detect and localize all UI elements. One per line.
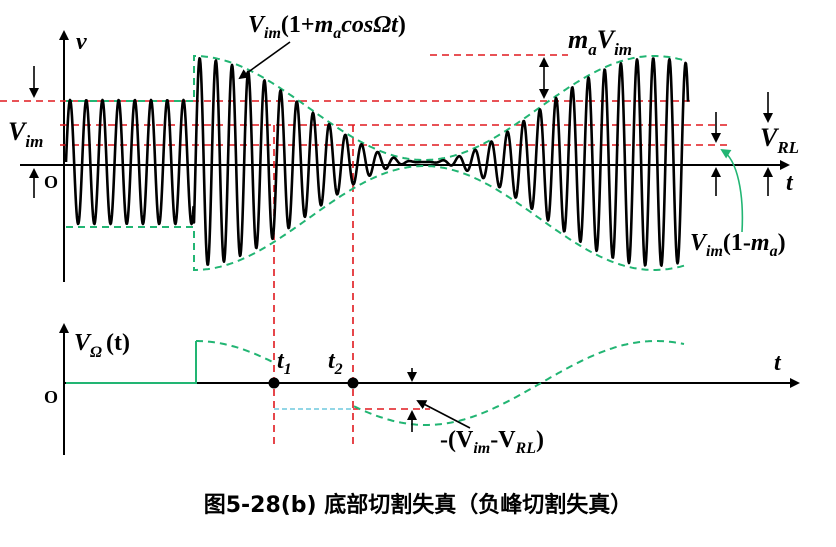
vrl-label: VRL — [760, 123, 799, 157]
ma-vim-label: maVim — [568, 25, 632, 59]
am-signal-waveform — [64, 57, 690, 267]
envelope-upper-label: Vim(1+macosΩt) — [248, 12, 406, 42]
bottom-axes — [59, 323, 800, 455]
t-axis-label: t — [786, 170, 794, 196]
demodulated-wave — [196, 340, 685, 426]
envelope-lower-label: Vim(1-ma) — [690, 230, 786, 260]
neg-difference-label: -(Vim-VRL) — [440, 427, 544, 457]
annotation-arrows — [29, 41, 773, 432]
v-axis-label: v — [76, 29, 87, 55]
demodulated-flat-dc — [66, 341, 197, 384]
t2-point — [347, 377, 359, 389]
vim-left-label: Vim — [8, 117, 43, 151]
bottom-origin-label: O — [44, 387, 58, 407]
origin-label: O — [44, 172, 58, 192]
envelope-lower — [66, 165, 685, 271]
t1-point — [268, 377, 280, 389]
envelope-upper — [66, 55, 685, 161]
env-label-pointer — [238, 41, 291, 80]
t1-label: t1 — [277, 348, 292, 378]
figure-caption: 图5-28(b) 底部切割失真（负峰切割失真） — [204, 492, 633, 518]
neg-label-pointer — [416, 400, 471, 429]
t2-label: t2 — [328, 348, 343, 378]
bottom-t-axis-label: t — [774, 350, 782, 376]
lower-envelope-pointer — [720, 148, 744, 233]
reference-lines — [0, 54, 730, 448]
vomega-label: VΩ (t) — [74, 330, 130, 361]
